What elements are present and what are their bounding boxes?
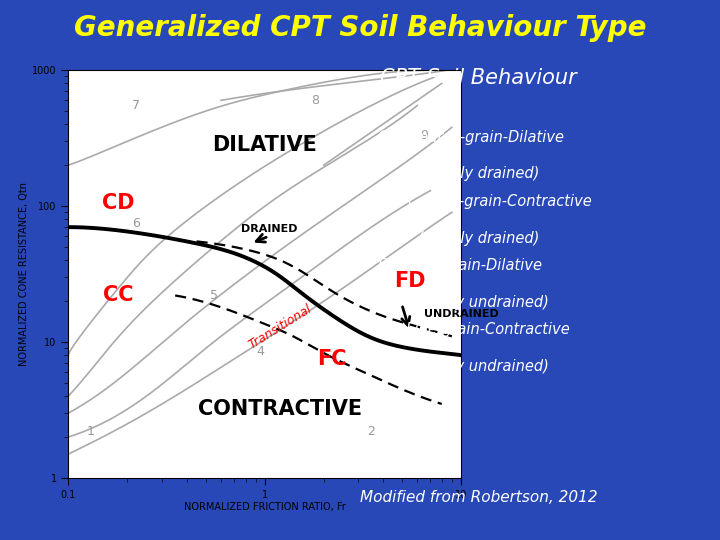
Text: 5: 5	[210, 289, 217, 302]
Text: (mostly drained): (mostly drained)	[418, 231, 539, 246]
Text: 9: 9	[420, 129, 428, 142]
Text: FC: FC	[317, 349, 346, 369]
X-axis label: NORMALIZED FRICTION RATIO, Fr: NORMALIZED FRICTION RATIO, Fr	[184, 503, 346, 512]
Text: CC: Coarse-grain-Contractive: CC: Coarse-grain-Contractive	[378, 194, 592, 209]
Text: CONTRACTIVE: CONTRACTIVE	[198, 399, 362, 419]
Text: 4: 4	[256, 345, 264, 358]
Text: FD: FD	[394, 271, 426, 291]
Text: 8: 8	[311, 94, 319, 107]
Text: Generalized CPT Soil Behaviour Type: Generalized CPT Soil Behaviour Type	[73, 14, 647, 42]
Text: 7: 7	[132, 99, 140, 112]
Text: UNDRAINED: UNDRAINED	[424, 309, 499, 319]
Text: (mostly drained): (mostly drained)	[418, 166, 539, 181]
Text: (mostly undrained): (mostly undrained)	[409, 359, 549, 374]
Text: CD: Coarse-grain-Dilative: CD: Coarse-grain-Dilative	[378, 130, 564, 145]
Text: CPT Soil Behaviour: CPT Soil Behaviour	[380, 68, 577, 87]
Text: DILATIVE: DILATIVE	[212, 136, 317, 156]
Text: CC: CC	[103, 286, 134, 306]
Text: FD: Fine-grain-Dilative: FD: Fine-grain-Dilative	[378, 258, 542, 273]
Text: (mostly undrained): (mostly undrained)	[409, 295, 549, 310]
Text: FC: Fine-grain-Contractive: FC: Fine-grain-Contractive	[378, 322, 570, 338]
Text: 1: 1	[87, 425, 95, 438]
Text: 6: 6	[132, 217, 140, 230]
Y-axis label: NORMALIZED CONE RESISTANCE, Qtn: NORMALIZED CONE RESISTANCE, Qtn	[19, 182, 30, 366]
Text: Modified from Robertson, 2012: Modified from Robertson, 2012	[360, 490, 598, 505]
Text: 2: 2	[367, 425, 375, 438]
Text: DRAINED: DRAINED	[240, 224, 297, 234]
Text: Transitional: Transitional	[246, 302, 314, 351]
Text: CD: CD	[102, 193, 135, 213]
